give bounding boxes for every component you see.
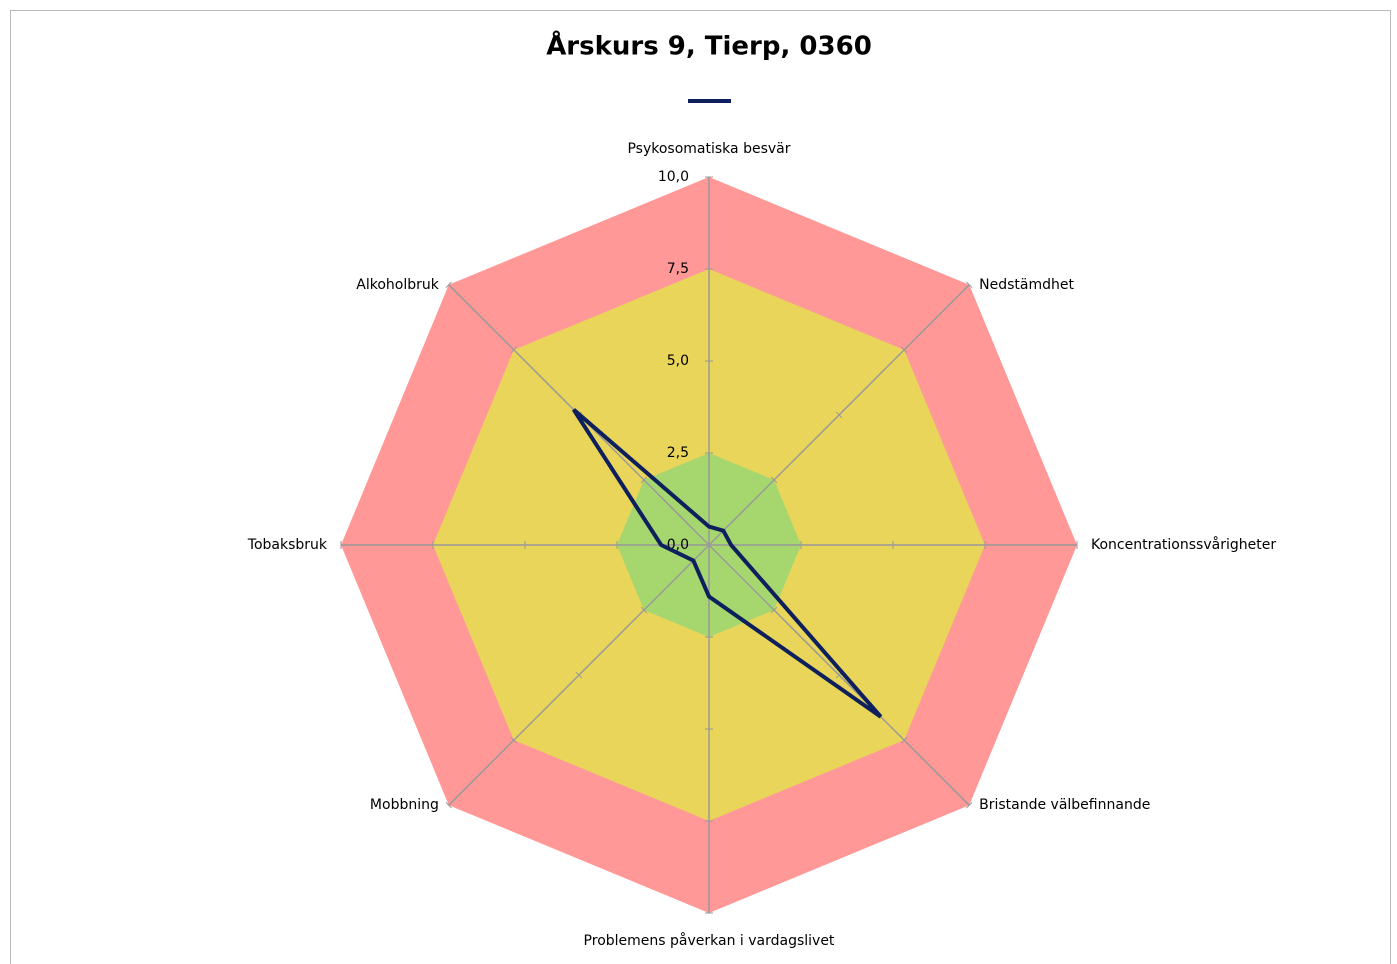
axis-tick (445, 802, 452, 809)
axis-tick (640, 606, 648, 614)
axis-tick (575, 671, 583, 679)
axis-tick (770, 476, 778, 484)
chart-frame (10, 10, 1391, 964)
r-tick-label: 7,5 (667, 261, 689, 277)
category-label: Psykosomatiska besvär (627, 141, 790, 157)
category-label: Problemens påverkan i vardagslivet (584, 932, 835, 949)
category-label: Nedstämdhet (979, 277, 1074, 293)
axis-tick (900, 736, 908, 744)
axis-tick (510, 736, 518, 744)
axis-tick (966, 281, 973, 288)
axis-tick (770, 606, 778, 614)
series-line (572, 408, 883, 719)
r-tick-label: 10,0 (658, 169, 689, 185)
axis-tick (510, 346, 518, 354)
category-label: Bristande välbefinnande (979, 797, 1150, 813)
r-tick-label: 2,5 (667, 445, 689, 461)
axis-tick (640, 476, 648, 484)
axis-tick (445, 281, 452, 288)
axis-tick (835, 411, 843, 419)
category-label: Koncentrationssvårigheter (1091, 536, 1276, 553)
category-label: Tobaksbruk (247, 537, 328, 553)
axis-tick (966, 802, 973, 809)
chart-title: Årskurs 9, Tierp, 0360 (546, 30, 872, 62)
axis-tick (900, 346, 908, 354)
category-label: Mobbning (370, 797, 439, 813)
r-tick-label: 5,0 (667, 353, 689, 369)
category-label: Alkoholbruk (356, 277, 439, 293)
